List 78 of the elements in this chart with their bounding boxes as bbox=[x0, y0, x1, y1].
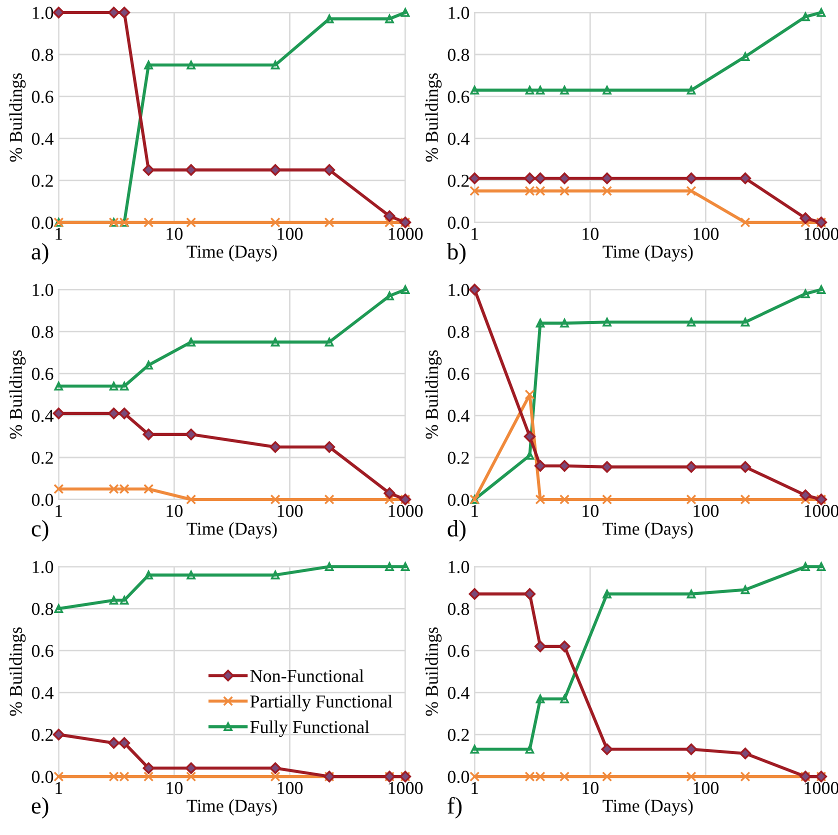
x-axis-title: Time (Days) bbox=[602, 799, 693, 816]
y-axis-title: % Buildings bbox=[9, 350, 26, 439]
y-axis-title: % Buildings bbox=[425, 627, 442, 716]
y-tick-label: 0.4 bbox=[32, 410, 54, 422]
y-axis-title: % Buildings bbox=[9, 627, 26, 716]
y-tick-label: 1.0 bbox=[32, 284, 54, 296]
x-tick-label: 1 bbox=[56, 228, 62, 240]
y-tick-label: 0.0 bbox=[32, 216, 54, 229]
y-tick-label: 1.0 bbox=[448, 284, 470, 296]
y-tick-label: 0.4 bbox=[448, 132, 470, 145]
legend-label: Non-Functional bbox=[250, 669, 364, 682]
x-tick-label: 1 bbox=[56, 504, 62, 517]
x-axis-title: Time (Days) bbox=[602, 245, 693, 262]
y-tick-label: 0.2 bbox=[32, 174, 53, 187]
x-tick-label: 1000 bbox=[388, 228, 423, 240]
y-tick-label: 0.0 bbox=[448, 770, 470, 784]
x-tick-label: 1 bbox=[472, 782, 478, 794]
x-tick-label: 100 bbox=[278, 228, 303, 240]
y-tick-label: 0.2 bbox=[448, 452, 469, 464]
x-axis-title: Time (Days) bbox=[186, 522, 277, 539]
y-tick-label: 0.6 bbox=[32, 90, 54, 104]
y-tick-label: 0.8 bbox=[448, 326, 470, 338]
y-tick-label: 0.8 bbox=[32, 326, 54, 338]
y-tick-label: 1.0 bbox=[32, 6, 54, 20]
text: b) bbox=[446, 242, 466, 264]
x-tick-label: 100 bbox=[278, 504, 303, 518]
y-tick-label: 0.2 bbox=[448, 728, 469, 742]
y-tick-label: 0.4 bbox=[32, 132, 54, 145]
y-axis-title: % Buildings bbox=[425, 350, 442, 439]
x-tick-label: 10 bbox=[166, 782, 183, 794]
y-tick-label: 0.0 bbox=[32, 494, 54, 506]
y-axis-title: % Buildings bbox=[9, 73, 26, 162]
legend-label: Fully Functional bbox=[250, 720, 370, 737]
y-tick-label: 0.2 bbox=[448, 174, 469, 187]
x-tick-label: 1000 bbox=[388, 504, 423, 518]
text: a) bbox=[32, 242, 48, 264]
y-tick-label: 1.0 bbox=[32, 560, 54, 574]
y-tick-label: 0.6 bbox=[32, 368, 54, 380]
y-tick-label: 0.4 bbox=[448, 686, 470, 700]
y-tick-label: 1.0 bbox=[448, 6, 470, 20]
text: f) bbox=[448, 796, 462, 819]
y-tick-label: 0.0 bbox=[32, 770, 54, 784]
y-tick-label: 0.6 bbox=[448, 90, 470, 104]
x-axis-title: Time (Days) bbox=[602, 522, 693, 539]
text: e) bbox=[32, 797, 48, 819]
x-tick-label: 100 bbox=[694, 504, 719, 518]
y-tick-label: 0.4 bbox=[32, 686, 54, 700]
y-tick-label: 0.8 bbox=[448, 602, 470, 616]
y-tick-label: 0.8 bbox=[32, 48, 54, 62]
x-tick-label: 10 bbox=[166, 228, 183, 240]
x-tick-label: 100 bbox=[694, 782, 719, 794]
x-tick-label: 10 bbox=[166, 504, 183, 518]
x-tick-label: 100 bbox=[694, 228, 719, 240]
y-tick-label: 0.6 bbox=[448, 644, 470, 658]
y-tick-label: 1.0 bbox=[448, 560, 470, 574]
y-tick-label: 0.4 bbox=[448, 410, 470, 422]
y-tick-label: 0.2 bbox=[32, 728, 53, 742]
y-tick-label: 0.8 bbox=[32, 602, 54, 616]
y-tick-label: 0.6 bbox=[448, 368, 470, 380]
x-tick-label: 10 bbox=[582, 504, 598, 518]
x-tick-label: 100 bbox=[278, 782, 303, 794]
x-tick-label: 10 bbox=[582, 782, 598, 794]
y-tick-label: 0.8 bbox=[448, 48, 470, 62]
x-tick-label: 1000 bbox=[388, 782, 423, 794]
x-axis-title: Time (Days) bbox=[186, 799, 277, 816]
y-axis-title: % Buildings bbox=[425, 73, 442, 162]
y-tick-label: 0.0 bbox=[448, 216, 470, 229]
text: d) bbox=[448, 520, 466, 542]
y-tick-label: 0.2 bbox=[32, 452, 53, 464]
x-tick-label: 1 bbox=[56, 782, 62, 794]
legend-label: Partially Functional bbox=[250, 694, 392, 712]
x-tick-label: 1 bbox=[472, 228, 478, 240]
text: c) bbox=[32, 520, 48, 542]
x-axis-title: Time (Days) bbox=[186, 245, 277, 262]
x-tick-label: 1 bbox=[472, 504, 478, 517]
x-tick-label: 10 bbox=[582, 228, 598, 240]
y-tick-label: 0.6 bbox=[32, 644, 54, 658]
y-tick-label: 0.0 bbox=[448, 494, 470, 506]
